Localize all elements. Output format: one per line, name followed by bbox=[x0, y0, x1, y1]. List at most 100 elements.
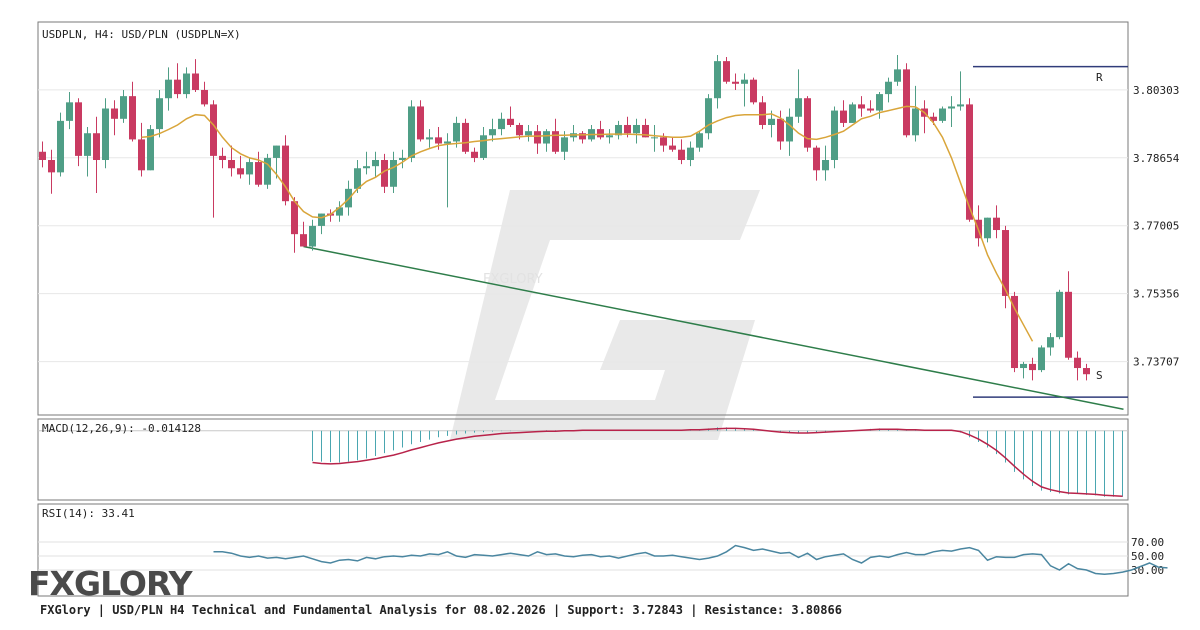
candle-body bbox=[444, 141, 451, 144]
rsi-label: RSI(14): 33.41 bbox=[42, 507, 135, 520]
candle-body bbox=[840, 110, 847, 123]
candle-body bbox=[1047, 337, 1054, 348]
brand-logo-icon: FXGLORY bbox=[28, 564, 195, 603]
candle-body bbox=[822, 160, 829, 171]
macd-panel bbox=[37, 418, 1129, 501]
candle-body bbox=[300, 234, 307, 247]
candle-body bbox=[165, 79, 172, 99]
candle-body bbox=[462, 122, 469, 152]
price-grid bbox=[38, 89, 1128, 363]
candle-body bbox=[57, 120, 64, 173]
candle-body bbox=[390, 160, 397, 187]
candle-body bbox=[651, 137, 658, 139]
candle-body bbox=[552, 131, 559, 152]
y-tick-label: 3.77005 bbox=[1133, 220, 1179, 233]
candle-body bbox=[1065, 291, 1072, 358]
candle-body bbox=[939, 108, 946, 121]
candle-body bbox=[687, 147, 694, 161]
rsi-panel bbox=[37, 503, 1129, 597]
candle-body bbox=[291, 201, 298, 235]
candle-body bbox=[993, 217, 1000, 231]
candle-body bbox=[363, 166, 370, 169]
rsi-level-label: 70.00 bbox=[1131, 536, 1164, 549]
y-tick-label: 3.78654 bbox=[1133, 152, 1180, 165]
candle-body bbox=[507, 118, 514, 125]
candle-body bbox=[624, 124, 631, 134]
candle-body bbox=[597, 129, 604, 138]
candle-body bbox=[1011, 295, 1018, 369]
candle-body bbox=[318, 213, 325, 226]
support-resistance-lines bbox=[973, 65, 1128, 398]
price-panel bbox=[37, 21, 1129, 416]
candle-body bbox=[1020, 363, 1027, 369]
candle-body bbox=[768, 118, 775, 125]
candle-body bbox=[705, 98, 712, 134]
watermark-logo-icon bbox=[450, 190, 760, 440]
candle-body bbox=[669, 145, 676, 150]
macd-label: MACD(12,26,9): -0.014128 bbox=[42, 422, 201, 435]
candle-body bbox=[201, 89, 208, 105]
candle-body bbox=[336, 207, 343, 216]
watermark-text: FXGLORY bbox=[483, 272, 543, 287]
candle-body bbox=[678, 149, 685, 161]
candle-body bbox=[804, 98, 811, 148]
candle-body bbox=[84, 133, 91, 156]
brand-logo: FXGLORY bbox=[28, 564, 198, 604]
candlestick-series bbox=[39, 54, 1090, 381]
candle-body bbox=[255, 162, 262, 185]
candle-body bbox=[1083, 368, 1090, 375]
candle-body bbox=[516, 124, 523, 136]
chart-symbol-label: USDPLN, H4: USD/PLN (USDPLN=X) bbox=[42, 28, 241, 41]
candle-body bbox=[858, 104, 865, 109]
ma-line bbox=[141, 105, 1034, 342]
candle-body bbox=[732, 81, 739, 84]
candle-body bbox=[1002, 230, 1009, 296]
candle-body bbox=[435, 137, 442, 144]
candle-body bbox=[273, 145, 280, 158]
candle-body bbox=[309, 225, 316, 247]
footer-caption: FXGlory | USD/PLN H4 Technical and Funda… bbox=[40, 603, 842, 617]
candle-body bbox=[561, 137, 568, 152]
candle-body bbox=[876, 94, 883, 111]
candle-body bbox=[282, 145, 289, 202]
candle-body bbox=[192, 73, 199, 90]
candle-body bbox=[354, 168, 361, 189]
rsi-level-label: 30.00 bbox=[1131, 564, 1164, 577]
candle-body bbox=[885, 81, 892, 95]
candle-body bbox=[966, 104, 973, 220]
candle-body bbox=[210, 104, 217, 156]
candle-body bbox=[219, 155, 226, 161]
price-axis: 3.80303 3.78654 3.77005 3.75356 3.73707 bbox=[1133, 84, 1180, 369]
candle-body bbox=[579, 133, 586, 140]
candle-body bbox=[138, 139, 145, 171]
moving-average bbox=[141, 105, 1034, 342]
candle-body bbox=[228, 160, 235, 169]
candle-body bbox=[399, 157, 406, 161]
candle-body bbox=[894, 69, 901, 82]
candle-body bbox=[381, 160, 388, 187]
candle-body bbox=[930, 116, 937, 121]
candle-body bbox=[417, 106, 424, 140]
candle-body bbox=[534, 131, 541, 144]
svg-text:FXGLORY: FXGLORY bbox=[28, 564, 194, 600]
candle-body bbox=[480, 135, 487, 158]
y-tick-label: 3.80303 bbox=[1133, 84, 1179, 97]
candle-body bbox=[813, 147, 820, 171]
candle-body bbox=[498, 118, 505, 130]
candle-body bbox=[237, 168, 244, 175]
candle-body bbox=[174, 79, 181, 95]
candle-body bbox=[696, 133, 703, 148]
candle-body bbox=[642, 124, 649, 138]
candle-body bbox=[984, 217, 991, 239]
candle-body bbox=[786, 116, 793, 142]
trendline-segment bbox=[303, 245, 1124, 410]
candle-body bbox=[525, 131, 532, 136]
candle-body bbox=[957, 104, 964, 107]
candle-body bbox=[867, 108, 874, 111]
candle-body bbox=[264, 157, 271, 185]
candle-body bbox=[489, 129, 496, 136]
macd-series bbox=[38, 427, 1128, 498]
candle-body bbox=[723, 61, 730, 82]
candle-body bbox=[795, 98, 802, 117]
candle-body bbox=[633, 124, 640, 134]
